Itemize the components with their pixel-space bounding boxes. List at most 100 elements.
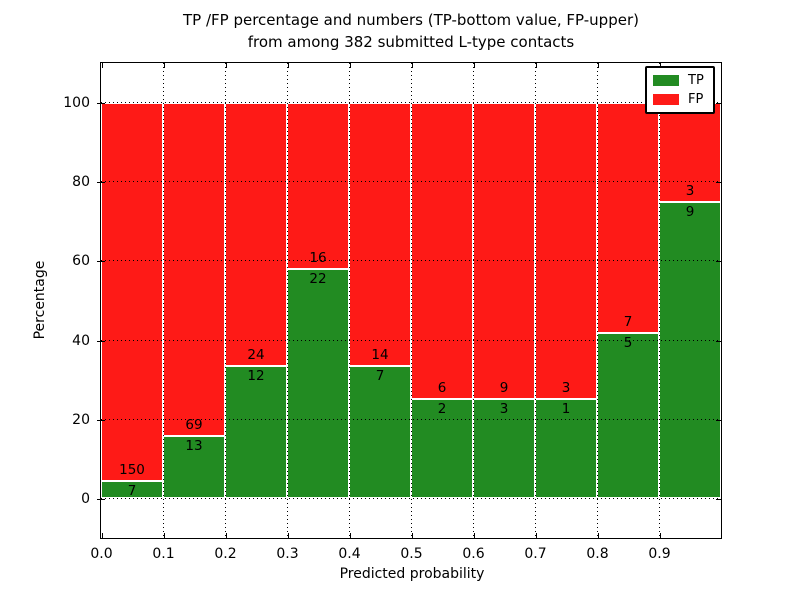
y-tick-left-0 (97, 498, 105, 500)
x-tick-label-0.9: 0.9 (648, 546, 671, 562)
y-tick-left-80 (97, 182, 105, 184)
x-tick-label-0.5: 0.5 (400, 546, 423, 562)
tp-count-label-2: 12 (247, 368, 265, 385)
y-tick-right-80 (716, 182, 721, 184)
gridline-x-0.8 (597, 63, 598, 538)
fp-count-label-0: 150 (119, 461, 145, 478)
fp-count-label-8: 7 (623, 314, 633, 331)
gridline-y-20 (101, 418, 721, 420)
bar-fp-5 (411, 102, 473, 400)
gridline-y-100 (101, 102, 721, 104)
y-tick-left-20 (97, 419, 105, 421)
x-tick-top-0.5 (411, 63, 413, 68)
bar-tp-3 (287, 269, 349, 499)
tp-count-label-7: 1 (561, 401, 571, 418)
x-tick-bottom-0.7 (535, 533, 537, 538)
bar-fp-3 (287, 102, 349, 270)
bar-fp-1 (163, 102, 225, 436)
x-tick-top-0.2 (225, 63, 227, 68)
x-axis-label: Predicted probability (339, 566, 485, 582)
tp-count-label-5: 2 (437, 401, 447, 418)
x-tick-top-0.7 (535, 63, 537, 68)
y-tick-label-20: 20 (72, 411, 90, 428)
legend-label-tp: TP (688, 72, 704, 88)
legend-swatch-fp-icon (653, 94, 679, 105)
y-tick-right-60 (716, 261, 721, 263)
gridline-x-0.5 (411, 63, 412, 538)
y-tick-left-60 (97, 261, 105, 263)
x-tick-label-0.2: 0.2 (214, 546, 237, 562)
chart-title: TP /FP percentage and numbers (TP-bottom… (100, 9, 722, 53)
x-tick-label-0.3: 0.3 (276, 546, 299, 562)
x-tick-top-0.1 (163, 63, 165, 68)
fp-count-label-6: 9 (499, 380, 509, 397)
bar-fp-7 (535, 102, 597, 400)
fp-count-label-7: 3 (561, 380, 571, 397)
legend-label-fp: FP (688, 91, 704, 107)
legend-swatch-tp-icon (653, 75, 679, 86)
fp-count-label-1: 69 (185, 416, 203, 433)
y-tick-right-20 (716, 419, 721, 421)
x-tick-top-0.4 (349, 63, 351, 68)
bar-fp-0 (101, 102, 163, 481)
gridline-y-80 (101, 181, 721, 183)
x-tick-bottom-0.8 (597, 533, 599, 538)
bar-tp-9 (659, 201, 721, 499)
chart-title-line1: TP /FP percentage and numbers (TP-bottom… (183, 11, 639, 29)
fp-count-label-5: 6 (437, 380, 447, 397)
x-tick-label-0.6: 0.6 (462, 546, 485, 562)
y-tick-left-40 (97, 340, 105, 342)
y-axis-label: Percentage (32, 260, 48, 340)
tp-count-label-3: 22 (309, 271, 327, 288)
tp-count-label-0: 7 (127, 482, 137, 499)
y-tick-right-0 (716, 498, 721, 500)
gridline-x-0.9 (659, 63, 660, 538)
y-tick-label-60: 60 (72, 253, 90, 270)
gridline-x-0.4 (349, 63, 350, 538)
bar-fp-6 (473, 102, 535, 400)
y-tick-left-100 (97, 103, 105, 105)
x-tick-top-0.0 (101, 63, 103, 68)
y-tick-right-40 (716, 340, 721, 342)
tp-count-label-6: 3 (499, 401, 509, 418)
gridline-x-0.6 (473, 63, 474, 538)
x-tick-label-0.0: 0.0 (90, 546, 113, 562)
y-tick-right-100 (716, 103, 721, 105)
x-tick-label-0.8: 0.8 (586, 546, 609, 562)
x-tick-bottom-0.5 (411, 533, 413, 538)
x-tick-bottom-0.3 (287, 533, 289, 538)
bar-tp-5 (411, 399, 473, 499)
tp-count-label-1: 13 (185, 437, 203, 454)
gridline-y-40 (101, 339, 721, 341)
chart-title-line2: from among 382 submitted L-type contacts (247, 33, 575, 51)
x-tick-label-0.7: 0.7 (524, 546, 547, 562)
x-tick-top-0.9 (659, 63, 661, 68)
bar-tp-2 (225, 366, 287, 499)
tp-count-label-9: 9 (685, 203, 695, 220)
fp-count-label-2: 24 (247, 347, 265, 364)
x-tick-bottom-0.1 (163, 533, 165, 538)
fp-count-label-9: 3 (685, 182, 695, 199)
gridline-x-0.1 (163, 63, 164, 538)
x-tick-top-0.3 (287, 63, 289, 68)
bar-tp-8 (597, 333, 659, 499)
legend: TP FP (645, 66, 715, 114)
bar-fp-2 (225, 102, 287, 367)
gridline-x-0.2 (225, 63, 226, 538)
y-tick-label-0: 0 (81, 490, 90, 507)
gridline-y-0 (101, 497, 721, 499)
x-tick-bottom-0.4 (349, 533, 351, 538)
bar-fp-4 (349, 102, 411, 367)
x-tick-bottom-0.6 (473, 533, 475, 538)
y-tick-label-80: 80 (72, 174, 90, 191)
x-tick-bottom-0.2 (225, 533, 227, 538)
y-tick-label-40: 40 (72, 332, 90, 349)
x-tick-top-0.6 (473, 63, 475, 68)
tp-count-label-4: 7 (375, 368, 385, 385)
bar-tp-1 (163, 435, 225, 499)
x-tick-label-0.4: 0.4 (338, 546, 361, 562)
legend-row-fp: FP (653, 91, 707, 107)
plot-area: 150 7 69 13 24 12 16 22 14 7 6 2 9 3 3 1 7 5 3 9 (100, 62, 722, 539)
bar-tp-4 (349, 366, 411, 499)
